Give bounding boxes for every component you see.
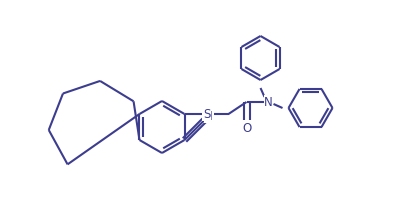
Text: O: O (241, 122, 251, 135)
Text: N: N (264, 96, 272, 109)
Text: N: N (204, 110, 212, 123)
Text: S: S (202, 108, 210, 121)
